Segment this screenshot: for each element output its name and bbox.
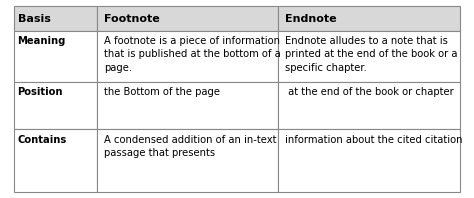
Bar bbox=[14, 82, 97, 129]
Bar bbox=[278, 129, 460, 192]
Text: Meaning: Meaning bbox=[18, 36, 66, 46]
Text: Contains: Contains bbox=[18, 135, 67, 145]
Text: the Bottom of the page: the Bottom of the page bbox=[104, 87, 220, 97]
Text: Position: Position bbox=[18, 87, 63, 97]
Text: Endnote: Endnote bbox=[285, 13, 337, 24]
Text: Footnote: Footnote bbox=[104, 13, 160, 24]
Text: information about the cited citation: information about the cited citation bbox=[285, 135, 463, 145]
Text: at the end of the book or chapter: at the end of the book or chapter bbox=[285, 87, 454, 97]
Bar bbox=[14, 129, 97, 192]
Bar bbox=[14, 31, 97, 82]
Bar bbox=[278, 31, 460, 82]
Text: Endnote alludes to a note that is
printed at the end of the book or a
specific c: Endnote alludes to a note that is printe… bbox=[285, 36, 458, 73]
Bar bbox=[97, 82, 278, 129]
Bar bbox=[97, 129, 278, 192]
Bar bbox=[278, 6, 460, 31]
Bar bbox=[278, 82, 460, 129]
Text: Basis: Basis bbox=[18, 13, 50, 24]
Bar bbox=[14, 6, 97, 31]
Bar bbox=[97, 6, 278, 31]
Text: A footnote is a piece of information
that is published at the bottom of a
page.: A footnote is a piece of information tha… bbox=[104, 36, 281, 73]
Text: A condensed addition of an in-text
passage that presents: A condensed addition of an in-text passa… bbox=[104, 135, 276, 158]
Bar bbox=[97, 31, 278, 82]
